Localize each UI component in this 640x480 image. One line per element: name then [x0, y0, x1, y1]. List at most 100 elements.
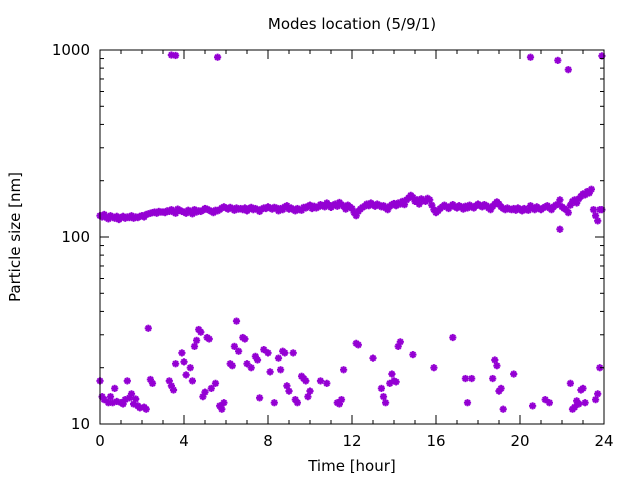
- data-point: [293, 399, 301, 407]
- data-point: [232, 317, 241, 325]
- data-point: [266, 368, 274, 376]
- data-point: [554, 56, 562, 64]
- y-tick-label: 10: [71, 415, 90, 433]
- y-tick-label: 100: [61, 228, 90, 246]
- data-point: [556, 225, 564, 233]
- data-point: [430, 364, 438, 372]
- data-point: [270, 399, 278, 407]
- data-point: [241, 335, 249, 343]
- data-point: [573, 199, 581, 207]
- data-point: [556, 196, 564, 204]
- data-point: [396, 338, 404, 346]
- y-tick-label: 1000: [52, 41, 90, 59]
- data-point: [493, 362, 501, 370]
- data-point: [304, 393, 312, 401]
- data-point: [489, 374, 497, 383]
- chart-title: Modes location (5/9/1): [268, 15, 436, 33]
- data-point: [201, 388, 209, 396]
- data-point: [566, 379, 574, 387]
- data-point: [106, 393, 115, 401]
- x-tick-label: 8: [263, 432, 273, 450]
- data-point: [571, 403, 579, 411]
- data-point: [449, 333, 457, 342]
- x-axis-ticks: 0 4 8 12 16 20 24: [95, 50, 614, 450]
- data-point: [409, 351, 417, 359]
- data-point: [247, 364, 255, 372]
- x-tick-label: 24: [594, 432, 613, 450]
- data-point: [190, 342, 199, 350]
- data-point: [510, 370, 518, 378]
- data-point: [264, 349, 272, 357]
- data-point: [148, 379, 157, 387]
- x-tick-label: 12: [342, 432, 361, 450]
- data-point: [235, 347, 243, 355]
- data-point: [230, 342, 238, 350]
- data-point: [111, 384, 119, 393]
- data-point: [579, 384, 587, 393]
- data-point: [581, 399, 589, 407]
- data-point: [180, 358, 188, 366]
- data-point: [169, 386, 178, 394]
- data-point: [388, 370, 396, 378]
- data-point: [256, 394, 264, 402]
- data-point: [306, 387, 314, 395]
- data-point: [340, 366, 348, 374]
- data-point: [182, 371, 190, 379]
- data-point: [589, 206, 598, 214]
- data-points: [96, 51, 606, 413]
- y-axis-label: Particle size [nm]: [6, 172, 24, 302]
- data-point: [564, 209, 572, 217]
- data-point: [228, 362, 236, 370]
- data-point: [461, 374, 469, 383]
- data-point: [463, 399, 472, 407]
- data-point: [205, 335, 213, 343]
- x-axis-label: Time [hour]: [307, 457, 396, 475]
- data-point: [468, 374, 476, 383]
- data-point: [382, 399, 390, 407]
- data-point: [587, 185, 595, 193]
- data-point: [354, 341, 362, 349]
- data-point: [302, 377, 310, 385]
- data-point: [285, 387, 293, 395]
- data-point: [497, 384, 505, 393]
- data-point: [337, 396, 346, 404]
- data-point: [207, 384, 215, 393]
- x-tick-label: 0: [95, 432, 105, 450]
- plot-frame: [99, 49, 605, 425]
- data-point: [564, 66, 572, 74]
- data-point: [186, 364, 194, 372]
- data-point: [575, 400, 583, 408]
- x-tick-label: 20: [510, 432, 529, 450]
- data-point: [253, 356, 262, 364]
- data-point: [316, 377, 325, 385]
- data-point: [491, 356, 499, 364]
- data-point: [594, 390, 602, 398]
- data-point: [289, 349, 297, 357]
- data-point: [529, 402, 537, 410]
- data-point: [594, 217, 602, 225]
- data-point: [178, 349, 186, 357]
- data-point: [281, 349, 289, 357]
- data-point: [132, 395, 140, 403]
- data-point: [172, 360, 180, 368]
- data-point: [323, 379, 331, 387]
- data-point: [369, 354, 377, 362]
- x-tick-label: 4: [179, 432, 189, 450]
- data-point: [144, 324, 152, 332]
- data-point: [392, 378, 400, 386]
- data-point: [379, 393, 388, 401]
- data-point: [211, 379, 220, 387]
- data-point: [277, 366, 285, 374]
- data-point: [592, 396, 600, 404]
- data-point: [545, 399, 553, 407]
- data-point: [526, 53, 535, 61]
- data-point: [218, 405, 226, 413]
- data-point: [193, 336, 201, 344]
- data-point: [499, 405, 507, 413]
- data-point: [188, 377, 196, 385]
- data-point: [377, 384, 385, 393]
- data-point: [142, 405, 150, 413]
- y-axis-ticks: 10 100 1000: [52, 41, 604, 433]
- data-point: [172, 51, 180, 60]
